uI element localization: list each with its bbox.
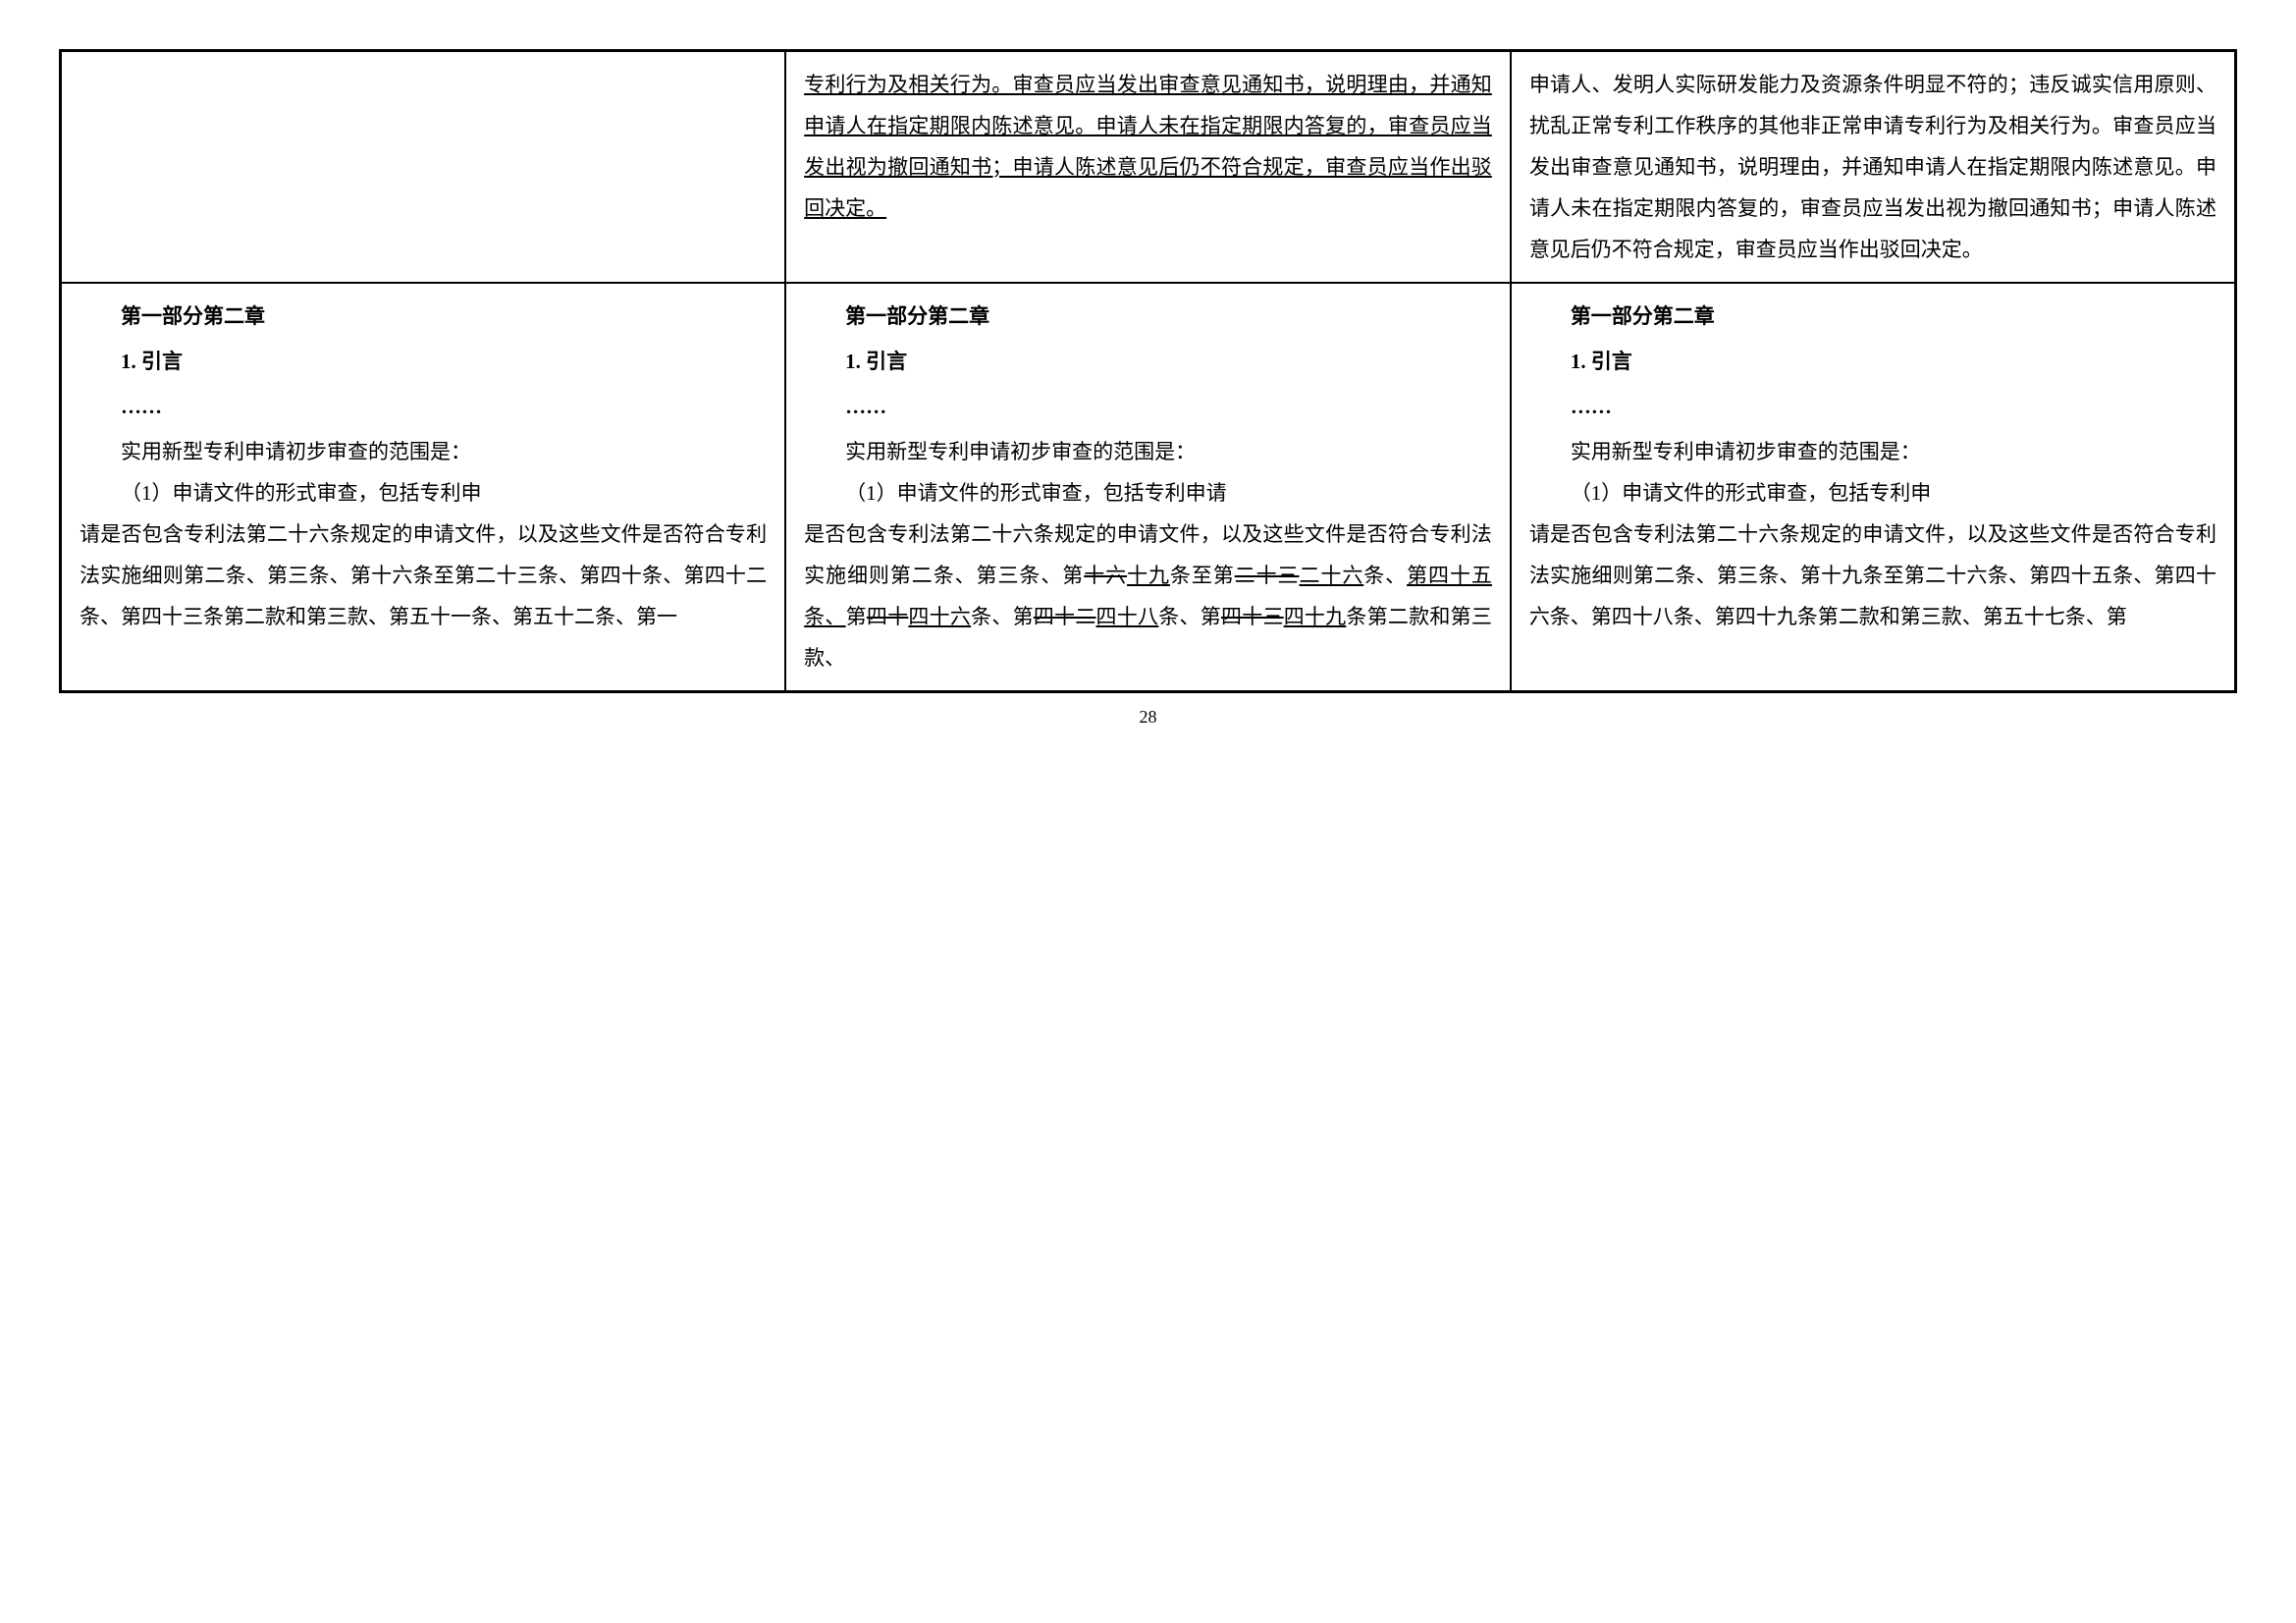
r2c2-p1-cont: 是否包含专利法第二十六条规定的申请文件，以及这些文件是否符合专利法实施细则第二条… <box>804 514 1492 678</box>
r2c3-intro: 实用新型专利申请初步审查的范围是： <box>1529 431 2216 472</box>
r2c3-p1-cont: 请是否包含专利法第二十六条规定的申请文件，以及这些文件是否符合专利法实施细则第二… <box>1529 514 2216 637</box>
r2c1-sub-title: 1. 引言 <box>80 341 767 382</box>
r2c3-ellipsis: …… <box>1529 386 2216 427</box>
r2c1-p1-prefix: （1）申请文件的形式审查，包括专利申 <box>80 472 767 514</box>
r2c2-section-title: 第一部分第二章 <box>804 296 1492 337</box>
r2c1-section-title: 第一部分第二章 <box>80 296 767 337</box>
cell-r2-c1: 第一部分第二章 1. 引言 …… 实用新型专利申请初步审查的范围是： （1）申请… <box>61 283 786 692</box>
r2c3-section-title: 第一部分第二章 <box>1529 296 2216 337</box>
r2c3-sub-title: 1. 引言 <box>1529 341 2216 382</box>
r1c2-text: 专利行为及相关行为。审查员应当发出审查意见通知书，说明理由，并通知申请人在指定期… <box>804 64 1492 229</box>
r2c1-ellipsis: …… <box>80 386 767 427</box>
cell-r1-c3: 申请人、发明人实际研发能力及资源条件明显不符的；违反诚实信用原则、扰乱正常专利工… <box>1511 51 2236 284</box>
r2c2-intro: 实用新型专利申请初步审查的范围是： <box>804 431 1492 472</box>
r2c1-p1-cont: 请是否包含专利法第二十六条规定的申请文件，以及这些文件是否符合专利法实施细则第二… <box>80 514 767 637</box>
cell-r1-c1 <box>61 51 786 284</box>
page-number: 28 <box>59 707 2237 728</box>
r2c1-intro: 实用新型专利申请初步审查的范围是： <box>80 431 767 472</box>
r2c2-sub-title: 1. 引言 <box>804 341 1492 382</box>
table-row-1: 专利行为及相关行为。审查员应当发出审查意见通知书，说明理由，并通知申请人在指定期… <box>61 51 2236 284</box>
r2c3-p1-prefix: （1）申请文件的形式审查，包括专利申 <box>1529 472 2216 514</box>
r2c2-p1-prefix: （1）申请文件的形式审查，包括专利申请 <box>804 472 1492 514</box>
r2c2-ellipsis: …… <box>804 386 1492 427</box>
comparison-table: 专利行为及相关行为。审查员应当发出审查意见通知书，说明理由，并通知申请人在指定期… <box>59 49 2237 693</box>
cell-r1-c2: 专利行为及相关行为。审查员应当发出审查意见通知书，说明理由，并通知申请人在指定期… <box>785 51 1511 284</box>
cell-r2-c3: 第一部分第二章 1. 引言 …… 实用新型专利申请初步审查的范围是： （1）申请… <box>1511 283 2236 692</box>
r1c3-text: 申请人、发明人实际研发能力及资源条件明显不符的；违反诚实信用原则、扰乱正常专利工… <box>1529 64 2216 270</box>
table-row-2: 第一部分第二章 1. 引言 …… 实用新型专利申请初步审查的范围是： （1）申请… <box>61 283 2236 692</box>
cell-r2-c2: 第一部分第二章 1. 引言 …… 实用新型专利申请初步审查的范围是： （1）申请… <box>785 283 1511 692</box>
